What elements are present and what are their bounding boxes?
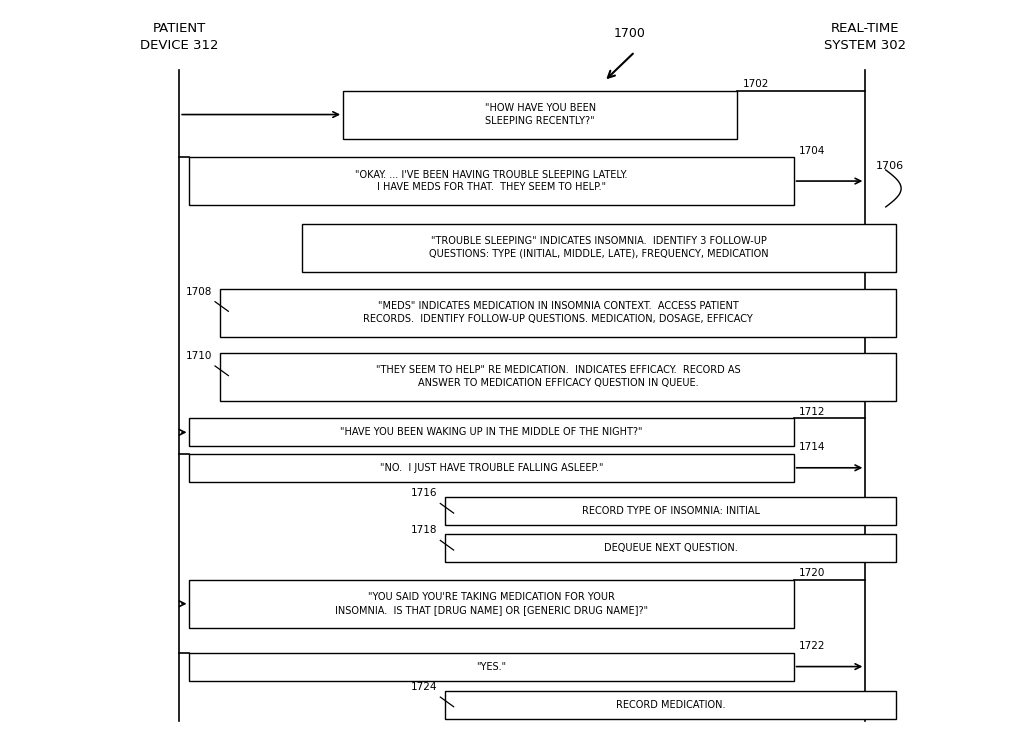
Text: DEVICE 312: DEVICE 312	[140, 38, 218, 52]
Bar	[189, 653, 794, 681]
Text: 1716: 1716	[411, 488, 437, 498]
Bar	[445, 534, 896, 562]
Text: "TROUBLE SLEEPING" INDICATES INSOMNIA.  IDENTIFY 3 FOLLOW-UP
QUESTIONS: TYPE (IN: "TROUBLE SLEEPING" INDICATES INSOMNIA. I…	[429, 236, 769, 259]
Bar	[445, 691, 896, 719]
Text: 1722: 1722	[799, 641, 825, 651]
Text: RECORD TYPE OF INSOMNIA: INITIAL: RECORD TYPE OF INSOMNIA: INITIAL	[582, 506, 760, 517]
Text: 1712: 1712	[799, 406, 825, 417]
Bar	[220, 353, 896, 401]
Bar	[189, 579, 794, 628]
Text: 1702: 1702	[742, 79, 769, 89]
Text: "HAVE YOU BEEN WAKING UP IN THE MIDDLE OF THE NIGHT?": "HAVE YOU BEEN WAKING UP IN THE MIDDLE O…	[340, 427, 643, 437]
Text: 1708: 1708	[185, 287, 212, 296]
Bar	[189, 157, 794, 205]
Text: "YES.": "YES."	[476, 661, 507, 672]
Bar	[445, 497, 896, 525]
Text: "OKAY. ... I'VE BEEN HAVING TROUBLE SLEEPING LATELY.
I HAVE MEDS FOR THAT.  THEY: "OKAY. ... I'VE BEEN HAVING TROUBLE SLEE…	[355, 170, 628, 192]
Text: SYSTEM 302: SYSTEM 302	[824, 38, 906, 52]
Text: 1710: 1710	[185, 351, 212, 361]
Text: 1706: 1706	[876, 161, 903, 171]
Text: REAL-TIME: REAL-TIME	[831, 22, 899, 35]
Text: "THEY SEEM TO HELP" RE MEDICATION.  INDICATES EFFICACY.  RECORD AS
ANSWER TO MED: "THEY SEEM TO HELP" RE MEDICATION. INDIC…	[376, 366, 740, 388]
Text: 1718: 1718	[411, 525, 437, 535]
Text: PATIENT: PATIENT	[153, 22, 206, 35]
Text: "YOU SAID YOU'RE TAKING MEDICATION FOR YOUR
INSOMNIA.  IS THAT [DRUG NAME] OR [G: "YOU SAID YOU'RE TAKING MEDICATION FOR Y…	[335, 593, 648, 615]
Bar	[343, 90, 737, 138]
Text: "HOW HAVE YOU BEEN
SLEEPING RECENTLY?": "HOW HAVE YOU BEEN SLEEPING RECENTLY?"	[484, 103, 596, 126]
Bar	[189, 418, 794, 446]
Bar	[302, 223, 896, 271]
Text: 1714: 1714	[799, 442, 825, 452]
Text: "NO.  I JUST HAVE TROUBLE FALLING ASLEEP.": "NO. I JUST HAVE TROUBLE FALLING ASLEEP.…	[380, 463, 603, 473]
Bar	[189, 454, 794, 482]
Text: 1700: 1700	[613, 27, 646, 40]
Text: 1720: 1720	[799, 568, 825, 578]
Text: 1724: 1724	[411, 682, 437, 692]
Text: DEQUEUE NEXT QUESTION.: DEQUEUE NEXT QUESTION.	[604, 543, 737, 554]
Text: "MEDS" INDICATES MEDICATION IN INSOMNIA CONTEXT.  ACCESS PATIENT
RECORDS.  IDENT: "MEDS" INDICATES MEDICATION IN INSOMNIA …	[364, 302, 753, 324]
Text: RECORD MEDICATION.: RECORD MEDICATION.	[616, 700, 725, 710]
Bar	[220, 289, 896, 337]
Text: 1704: 1704	[799, 146, 825, 155]
